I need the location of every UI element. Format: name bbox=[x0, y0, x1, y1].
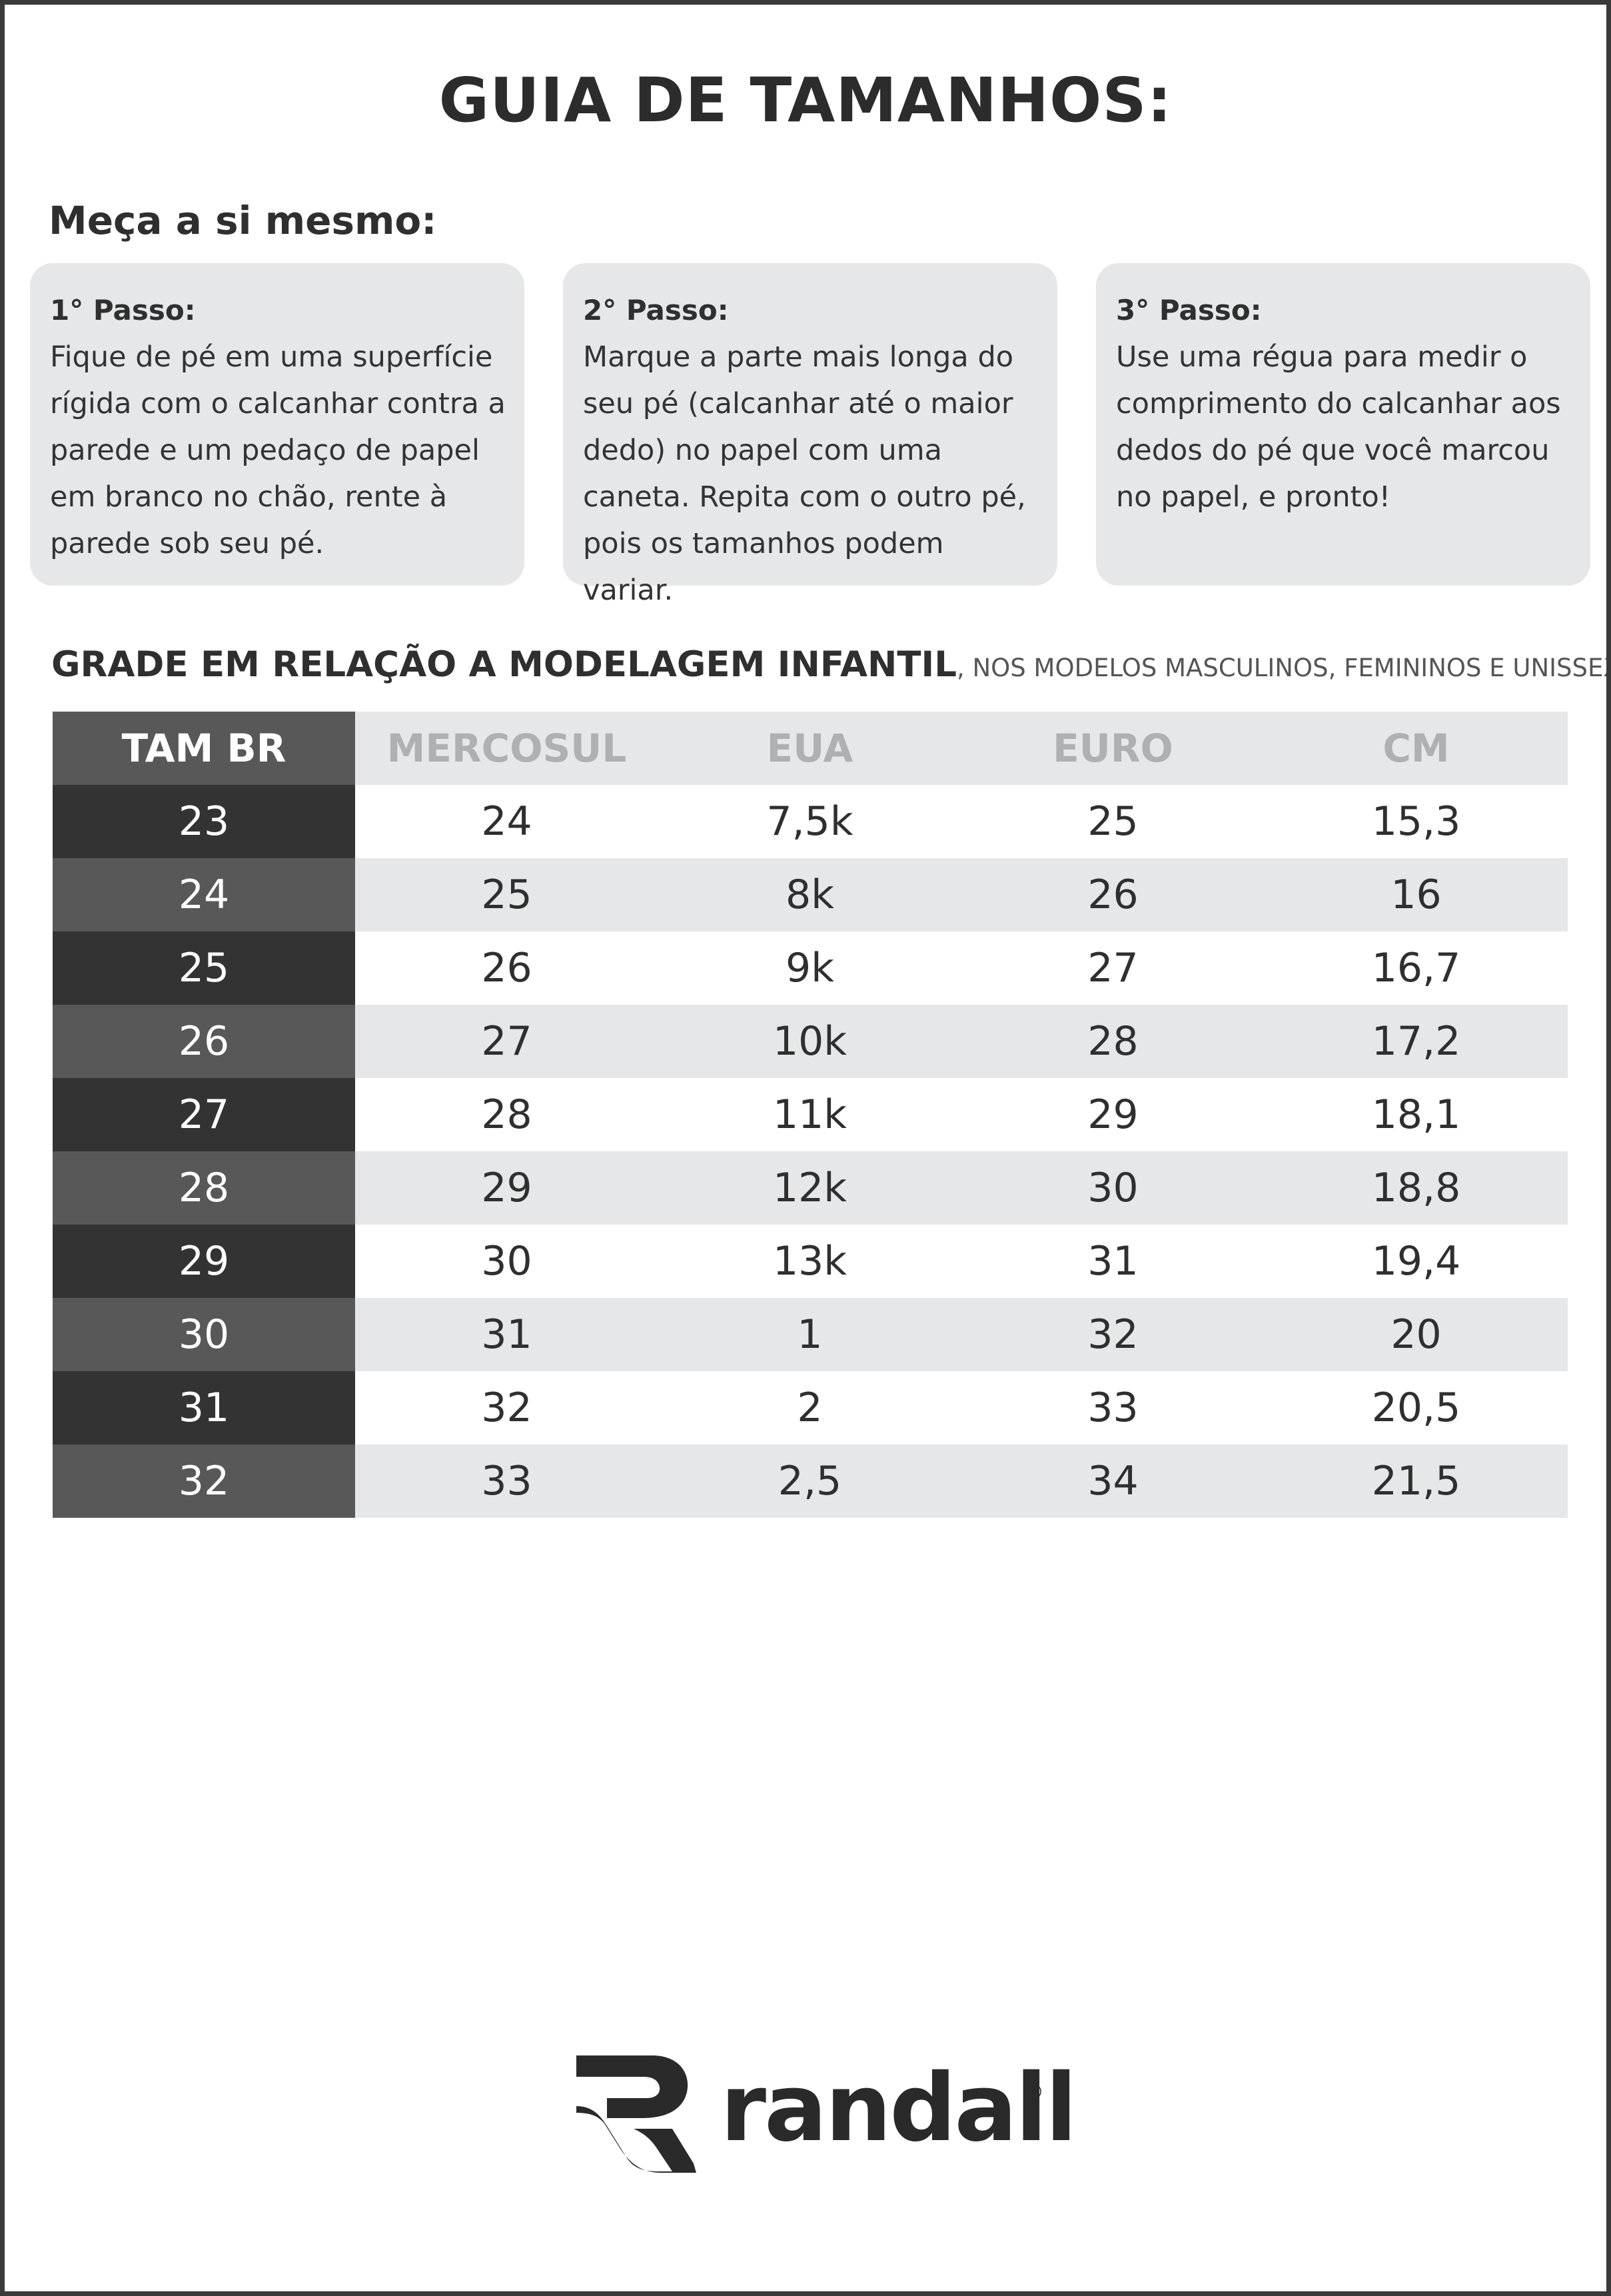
step-title: 3° Passo: bbox=[1116, 294, 1262, 326]
cell-euro: 26 bbox=[961, 858, 1265, 931]
step-line: pois os tamanhos podem variar. bbox=[583, 527, 944, 607]
cell-euro: 25 bbox=[961, 785, 1265, 858]
cell-eua: 7,5k bbox=[658, 785, 961, 858]
step-card-2: 2° Passo: Marque a parte mais longa do s… bbox=[563, 263, 1057, 607]
cell-eua: 9k bbox=[658, 931, 961, 1005]
cell-euro: 30 bbox=[961, 1151, 1265, 1225]
cell-mercosul: 29 bbox=[355, 1151, 658, 1225]
column-header-euro: EURO bbox=[961, 712, 1265, 785]
cell-eua: 8k bbox=[658, 858, 961, 931]
cell-eua: 1 bbox=[658, 1298, 961, 1371]
column-header-eua: EUA bbox=[658, 712, 961, 785]
cell-mercosul: 31 bbox=[355, 1298, 658, 1371]
grade-heading-light: , NOS MODELOS MASCULINOS, FEMININOS E UN… bbox=[956, 654, 1611, 682]
cell-tam-br: 29 bbox=[53, 1225, 355, 1298]
cell-euro: 33 bbox=[961, 1371, 1265, 1444]
table-row: 27 28 11k 29 18,1 bbox=[53, 1078, 1568, 1151]
cell-cm: 20 bbox=[1265, 1298, 1568, 1371]
table-row: 31 32 2 33 20,5 bbox=[53, 1371, 1568, 1444]
table-row: 26 27 10k 28 17,2 bbox=[53, 1005, 1568, 1078]
cell-euro: 27 bbox=[961, 931, 1265, 1005]
cell-euro: 34 bbox=[961, 1444, 1265, 1518]
step-line: rígida com o calcanhar contra a bbox=[50, 387, 506, 420]
cell-tam-br: 28 bbox=[53, 1151, 355, 1225]
table-row: 23 24 7,5k 25 15,3 bbox=[53, 785, 1568, 858]
column-header-tam-br: TAM BR bbox=[53, 712, 355, 785]
page-title: GUIA DE TAMANHOS: bbox=[438, 65, 1173, 136]
cell-tam-br: 27 bbox=[53, 1078, 355, 1151]
cell-mercosul: 33 bbox=[355, 1444, 658, 1518]
step-card-1: 1° Passo: Fique de pé em uma superfície … bbox=[30, 263, 524, 586]
cell-mercosul: 26 bbox=[355, 931, 658, 1005]
cell-tam-br: 23 bbox=[53, 785, 355, 858]
size-table: TAM BR MERCOSUL EUA EURO CM 23 24 7,5k 2… bbox=[53, 712, 1568, 1518]
grade-heading: GRADE EM RELAÇÃO A MODELAGEM INFANTIL, N… bbox=[51, 644, 1611, 685]
randall-r-mark-icon bbox=[576, 2055, 696, 2173]
step-line: comprimento do calcanhar aos bbox=[1116, 387, 1561, 420]
cell-eua: 11k bbox=[658, 1078, 961, 1151]
cell-cm: 19,4 bbox=[1265, 1225, 1568, 1298]
step-title: 2° Passo: bbox=[583, 294, 729, 326]
cell-mercosul: 24 bbox=[355, 785, 658, 858]
step-line: parede e um pedaço de papel bbox=[50, 434, 480, 467]
cell-cm: 20,5 bbox=[1265, 1371, 1568, 1444]
cell-eua: 12k bbox=[658, 1151, 961, 1225]
step-line: seu pé (calcanhar até o maior bbox=[583, 387, 1013, 420]
cell-cm: 18,8 bbox=[1265, 1151, 1568, 1225]
step-line: Fique de pé em uma superfície bbox=[50, 340, 493, 374]
brand-name: randall bbox=[720, 2054, 1077, 2163]
cell-euro: 31 bbox=[961, 1225, 1265, 1298]
column-header-mercosul: MERCOSUL bbox=[355, 712, 658, 785]
step-line: caneta. Repita com o outro pé, bbox=[583, 480, 1026, 514]
cell-eua: 10k bbox=[658, 1005, 961, 1078]
step-line: Marque a parte mais longa do bbox=[583, 340, 1014, 374]
cell-euro: 32 bbox=[961, 1298, 1265, 1371]
cell-cm: 15,3 bbox=[1265, 785, 1568, 858]
cell-mercosul: 30 bbox=[355, 1225, 658, 1298]
cell-eua: 2 bbox=[658, 1371, 961, 1444]
registered-mark: ® bbox=[1024, 2081, 1044, 2104]
table-row: 28 29 12k 30 18,8 bbox=[53, 1151, 1568, 1225]
cell-tam-br: 31 bbox=[53, 1371, 355, 1444]
cell-tam-br: 25 bbox=[53, 931, 355, 1005]
step-card-3: 3° Passo: Use uma régua para medir o com… bbox=[1096, 263, 1590, 586]
cell-euro: 28 bbox=[961, 1005, 1265, 1078]
cell-tam-br: 32 bbox=[53, 1444, 355, 1518]
step-line: em branco no chão, rente à bbox=[50, 480, 448, 514]
cell-mercosul: 32 bbox=[355, 1371, 658, 1444]
cell-tam-br: 24 bbox=[53, 858, 355, 931]
cell-tam-br: 30 bbox=[53, 1298, 355, 1371]
cell-mercosul: 27 bbox=[355, 1005, 658, 1078]
table-row: 25 26 9k 27 16,7 bbox=[53, 931, 1568, 1005]
cell-cm: 17,2 bbox=[1265, 1005, 1568, 1078]
steps-section: 1° Passo: Fique de pé em uma superfície … bbox=[30, 263, 1590, 607]
randall-logo: randall ® bbox=[572, 2043, 1077, 2177]
cell-cm: 18,1 bbox=[1265, 1078, 1568, 1151]
table-row: 32 33 2,5 34 21,5 bbox=[53, 1444, 1568, 1518]
cell-euro: 29 bbox=[961, 1078, 1265, 1151]
measure-subtitle: Meça a si mesmo: bbox=[49, 198, 437, 243]
cell-mercosul: 25 bbox=[355, 858, 658, 931]
cell-cm: 16 bbox=[1265, 858, 1568, 931]
table-row: 29 30 13k 31 19,4 bbox=[53, 1225, 1568, 1298]
column-header-cm: CM bbox=[1265, 712, 1568, 785]
step-line: Use uma régua para medir o bbox=[1116, 340, 1528, 374]
step-line: parede sob seu pé. bbox=[50, 527, 324, 560]
table-header-row: TAM BR MERCOSUL EUA EURO CM bbox=[53, 712, 1568, 785]
step-title: 1° Passo: bbox=[50, 294, 196, 326]
cell-eua: 13k bbox=[658, 1225, 961, 1298]
cell-cm: 21,5 bbox=[1265, 1444, 1568, 1518]
cell-eua: 2,5 bbox=[658, 1444, 961, 1518]
cell-tam-br: 26 bbox=[53, 1005, 355, 1078]
cell-cm: 16,7 bbox=[1265, 931, 1568, 1005]
table-row: 24 25 8k 26 16 bbox=[53, 858, 1568, 931]
grade-heading-bold: GRADE EM RELAÇÃO A MODELAGEM INFANTIL bbox=[51, 644, 957, 685]
step-line: dedos do pé que você marcou bbox=[1116, 434, 1550, 467]
step-line: dedo) no papel com uma bbox=[583, 434, 943, 467]
table-row: 30 31 1 32 20 bbox=[53, 1298, 1568, 1371]
step-line: no papel, e pronto! bbox=[1116, 480, 1391, 514]
cell-mercosul: 28 bbox=[355, 1078, 658, 1151]
